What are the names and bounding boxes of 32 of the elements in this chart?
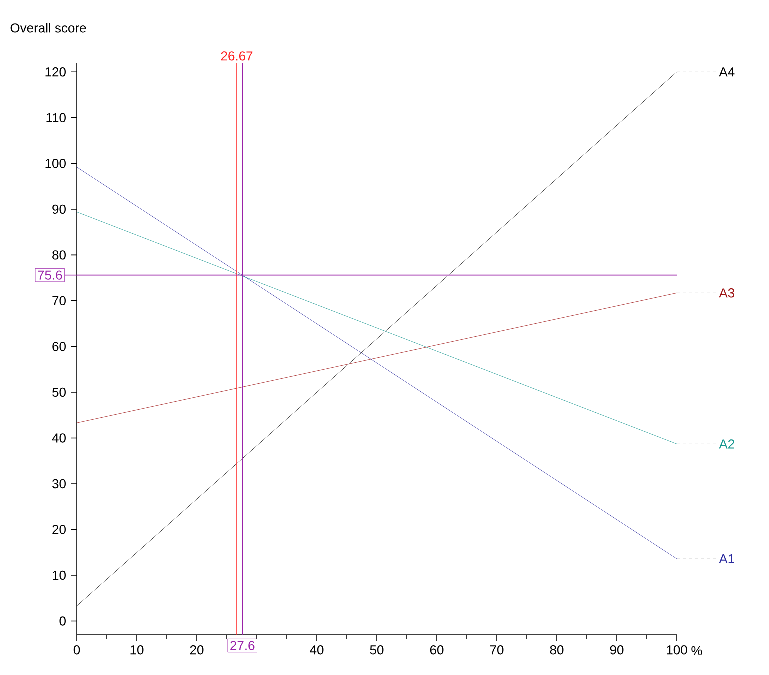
x-tick-label: 100 [667,646,688,655]
y-tick-label: 80 [52,250,66,260]
text: A1 [719,554,734,564]
x-tick-label: 80 [550,646,564,655]
x-tick-label: 60 [430,646,444,655]
y-tick-label: 40 [52,434,66,443]
y-axis-title: Overall score [10,23,86,33]
text: A3 [719,288,735,298]
text: A2 [719,440,734,449]
y-tick-label: 60 [52,342,66,352]
x-tick-label: 50 [370,646,384,655]
x-tick-label: 10 [130,646,144,655]
ref-line-label: 26.67 [221,52,253,61]
y-tick-label: 0 [60,616,66,626]
x-tick-label: 70 [490,646,504,655]
x-tick-label: 40 [310,646,324,655]
y-tick-label: 70 [52,296,66,306]
ref-line-label: 75.6 [38,270,62,280]
y-tick-label: 10 [53,570,66,580]
y-tick-label: 100 [46,159,66,168]
y-tick-label: 90 [52,204,66,214]
ref-line-label: 27.6 [230,641,255,650]
x-tick-label: 90 [610,646,624,655]
y-tick-label: 30 [52,479,66,489]
text: A4 [719,68,735,77]
x-tick-label: 20 [190,646,204,655]
y-tick-label: 20 [52,525,66,534]
y-tick-label: 50 [52,388,66,398]
y-tick-label: 120 [46,68,66,77]
x-axis-title: % [692,646,702,656]
x-tick-label: 0 [74,646,80,655]
y-tick-label: 110 [46,113,66,123]
